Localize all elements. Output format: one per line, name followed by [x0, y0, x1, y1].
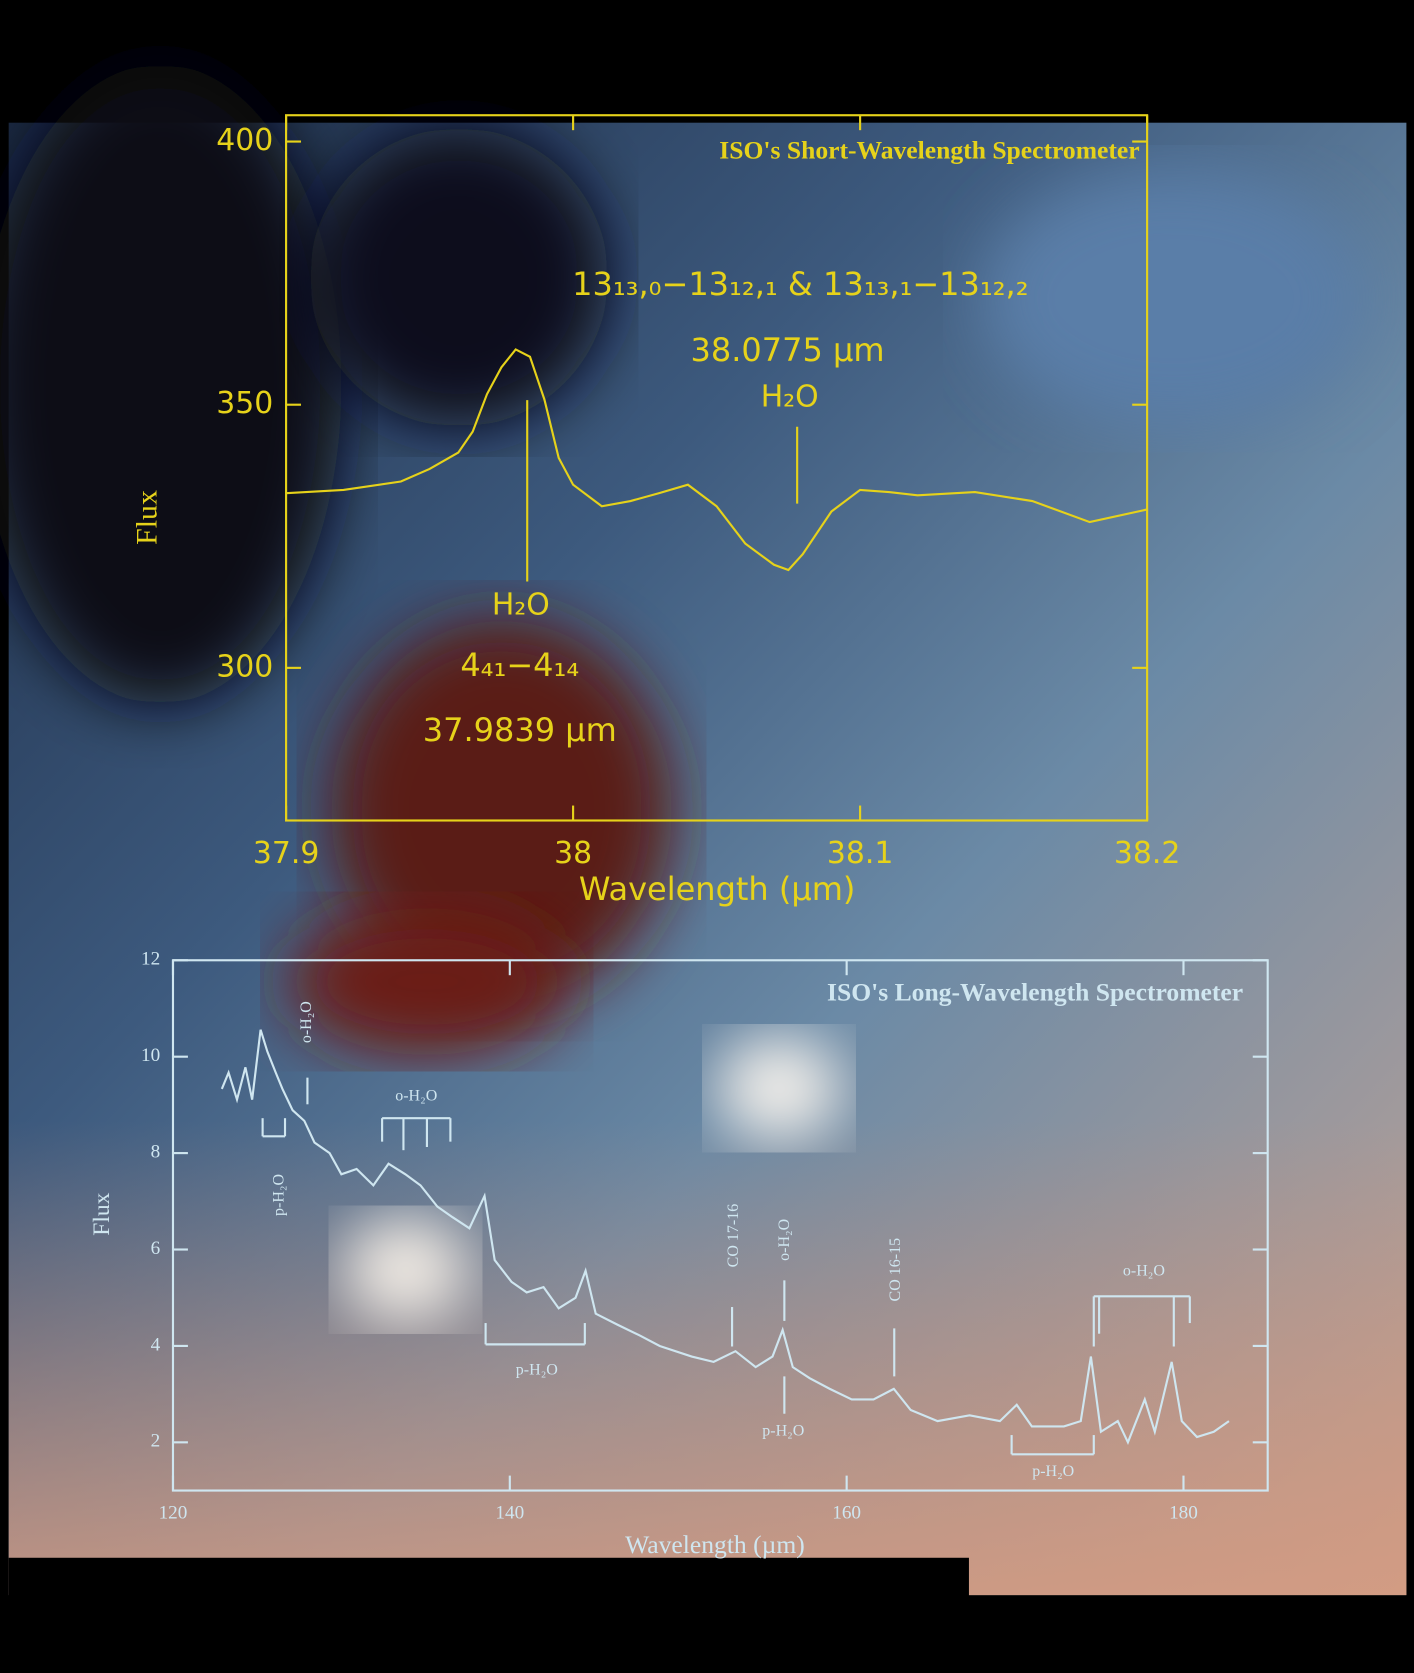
annotation: CO 17-16	[725, 1204, 742, 1268]
annotation: CO 16-15	[887, 1238, 904, 1302]
y-tick-label: 4	[151, 1334, 161, 1355]
x-tick-label: 38.1	[827, 836, 893, 871]
x-tick-label: 180	[1169, 1502, 1198, 1523]
y-axis-label: Flux	[89, 1192, 115, 1235]
annotation: o-H₂O	[298, 1001, 315, 1043]
annotation: p-H₂O	[516, 1362, 558, 1379]
nebula	[0, 64, 1407, 1601]
annotation: p-H₂O	[1032, 1463, 1074, 1480]
annotation: 13₁₃,₀−13₁₂,₁ & 13₁₃,₁−13₁₂,₂	[572, 265, 1028, 303]
plot-frame	[171, 959, 1269, 1492]
annotation: p-H₂O	[762, 1423, 804, 1440]
x-tick-label: 140	[495, 1502, 524, 1523]
annotation: o-H₂O	[395, 1088, 437, 1105]
y-tick-label: 12	[141, 949, 160, 970]
annotation: 38.0775 μm	[691, 331, 885, 369]
annotation: 4₄₁−4₁₄	[460, 646, 579, 684]
y-axis-label: Flux	[130, 490, 163, 545]
y-tick-label: 350	[216, 386, 273, 421]
annotation: 37.9839 μm	[423, 711, 617, 749]
y-tick-label: 8	[151, 1142, 161, 1163]
y-tick-label: 6	[151, 1238, 161, 1259]
x-tick-label: 160	[832, 1502, 861, 1523]
y-tick-label: 10	[141, 1045, 160, 1066]
plot-frame	[285, 114, 1149, 822]
x-axis-label: Wavelength (µm)	[625, 1530, 805, 1559]
spectrum-line	[286, 348, 1148, 572]
annotation: H₂O	[761, 379, 819, 414]
x-tick-label: 120	[159, 1502, 188, 1523]
chart-title: ISO's Short-Wavelength Spectrometer	[719, 135, 1139, 164]
x-tick-label: 37.9	[253, 836, 319, 871]
chart-title: ISO's Long-Wavelength Spectrometer	[827, 977, 1243, 1006]
y-tick-label: 400	[216, 123, 273, 158]
y-tick-label: 300	[216, 649, 273, 684]
annotation: o-H₂O	[1123, 1262, 1165, 1279]
annotation: H₂O	[492, 588, 550, 623]
annotation: p-H₂O	[270, 1174, 287, 1216]
annotation: o-H₂O	[776, 1219, 793, 1261]
y-tick-label: 2	[151, 1431, 161, 1452]
spectrum-line	[220, 1029, 1230, 1445]
x-axis-label: Wavelength (μm)	[579, 870, 855, 908]
x-tick-label: 38.2	[1114, 836, 1180, 871]
x-tick-label: 38	[554, 836, 592, 871]
